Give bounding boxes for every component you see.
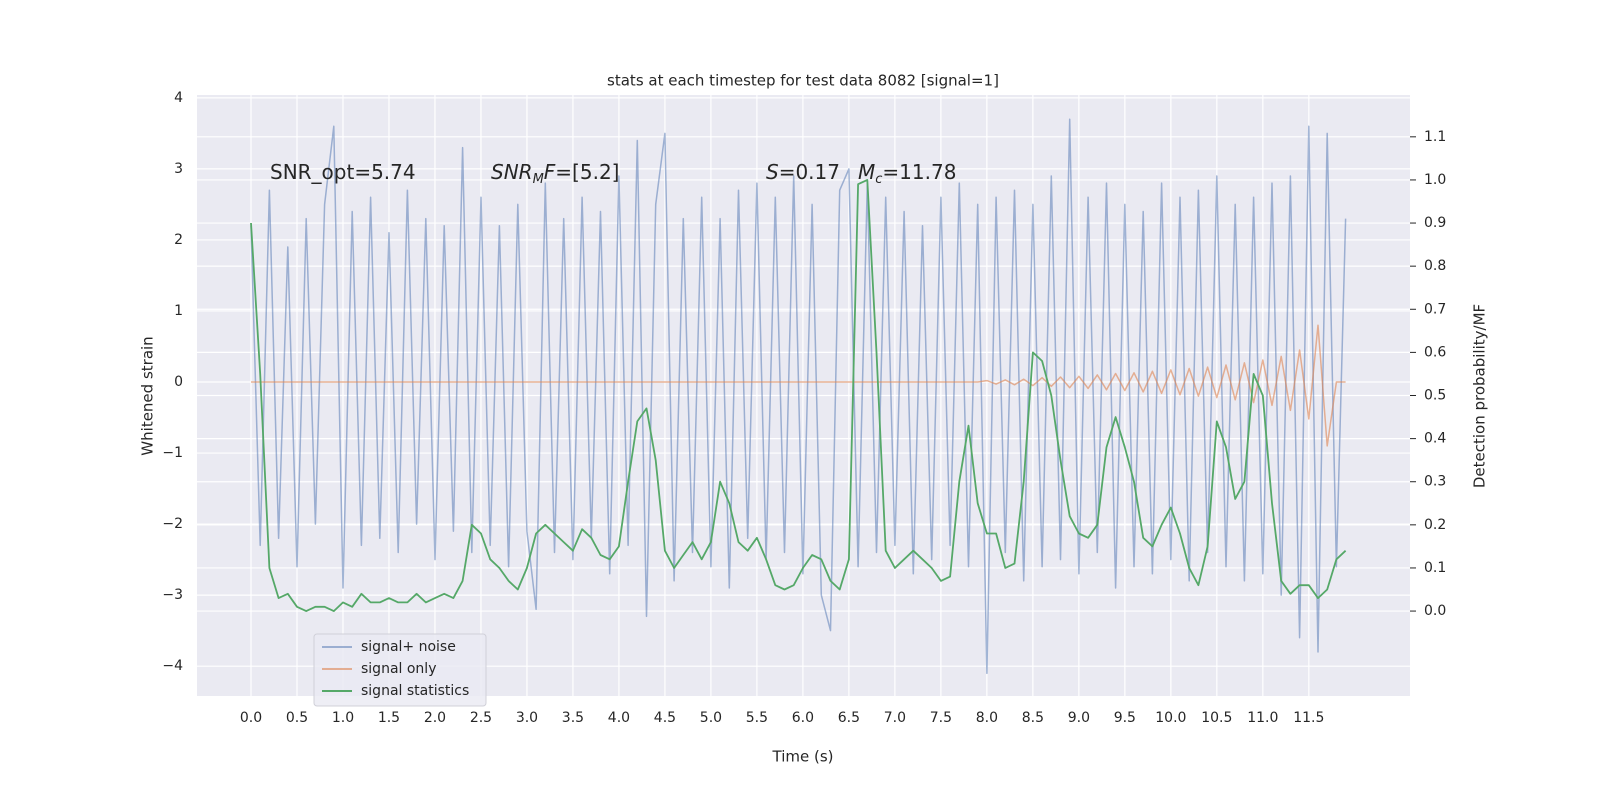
annotation-part: SNR [491, 160, 533, 184]
x-tick-label: 11.0 [1247, 710, 1278, 726]
legend-label: signal statistics [361, 683, 469, 699]
annotation-part: SNR_opt=5.74 [270, 160, 416, 184]
annotation-part: =11.78 [882, 160, 956, 184]
annotation-part: M [533, 172, 544, 187]
series-line [250, 118, 1347, 675]
y2-tick-label: 0.5 [1424, 388, 1446, 404]
x-axis-label: Time (s) [772, 748, 834, 766]
annotation-part: M [858, 160, 875, 184]
y-tick-label: 1 [174, 303, 183, 319]
x-tick-label: 10.5 [1201, 710, 1232, 726]
annotation-part: c [875, 172, 882, 187]
x-tick-label: 9.5 [1114, 710, 1136, 726]
x-tick-label: 10.0 [1155, 710, 1186, 726]
y-tick-label: −2 [162, 516, 183, 532]
x-tick-label: 0.5 [286, 710, 308, 726]
annotation: SNRMF=[5.2] [491, 160, 619, 187]
series-line [251, 324, 1346, 447]
y2-tick-label: 0.4 [1424, 431, 1446, 447]
x-tick-label: 9.0 [1068, 710, 1090, 726]
legend-label: signal+ noise [361, 639, 456, 655]
legend-label: signal only [361, 661, 436, 677]
y2-tick-label: 1.0 [1424, 172, 1446, 188]
legend-box [313, 633, 487, 707]
y-tick-label: 4 [174, 90, 183, 106]
x-tick-label: 8.5 [1022, 710, 1044, 726]
x-tick-label: 8.0 [976, 710, 998, 726]
x-tick-label: 6.0 [792, 710, 814, 726]
y-tick-label: −4 [162, 658, 183, 674]
x-tick-label: 6.5 [838, 710, 860, 726]
annotation-part: =[5.2] [555, 160, 619, 184]
x-tick-label: 4.5 [654, 710, 676, 726]
annotation: Mc=11.78 [858, 160, 956, 187]
annotation-part: S [766, 160, 779, 184]
y2-tick-label: 0.9 [1424, 215, 1446, 231]
x-tick-label: 0.0 [240, 710, 262, 726]
annotation-part: F [544, 160, 556, 184]
x-tick-label: 11.5 [1293, 710, 1324, 726]
chart-title: stats at each timestep for test data 808… [607, 72, 999, 90]
x-tick-label: 2.5 [470, 710, 492, 726]
x-tick-label: 2.0 [424, 710, 446, 726]
x-tick-label: 7.5 [930, 710, 952, 726]
x-tick-label: 5.5 [746, 710, 768, 726]
y2-tick-label: 0.7 [1424, 301, 1446, 317]
y2-tick-label: 0.2 [1424, 517, 1446, 533]
x-tick-label: 1.0 [332, 710, 354, 726]
annotation: S=0.17 [766, 160, 840, 184]
x-tick-label: 1.5 [378, 710, 400, 726]
x-tick-label: 7.0 [884, 710, 906, 726]
y2-axis-label: Detection probability/MF [1471, 304, 1489, 488]
series-line [250, 179, 1347, 612]
x-tick-label: 3.0 [516, 710, 538, 726]
y2-tick-label: 0.3 [1424, 474, 1446, 490]
x-tick-label: 5.0 [700, 710, 722, 726]
y-tick-label: 3 [174, 161, 183, 177]
y2-tick-label: 0.6 [1424, 344, 1446, 360]
x-tick-label: 4.0 [608, 710, 630, 726]
y2-tick-label: 0.0 [1424, 603, 1446, 619]
y2-tick-label: 0.1 [1424, 560, 1446, 576]
y-axis-label: Whitened strain [139, 336, 157, 455]
annotation-part: =0.17 [779, 160, 840, 184]
y-tick-label: −3 [162, 587, 183, 603]
y-tick-label: 0 [174, 374, 183, 390]
y2-tick-label: 0.8 [1424, 258, 1446, 274]
annotation: SNR_opt=5.74 [270, 160, 416, 184]
y2-tick-label: 1.1 [1424, 129, 1446, 145]
y-tick-label: 2 [174, 232, 183, 248]
x-tick-label: 3.5 [562, 710, 584, 726]
y-tick-label: −1 [162, 445, 183, 461]
